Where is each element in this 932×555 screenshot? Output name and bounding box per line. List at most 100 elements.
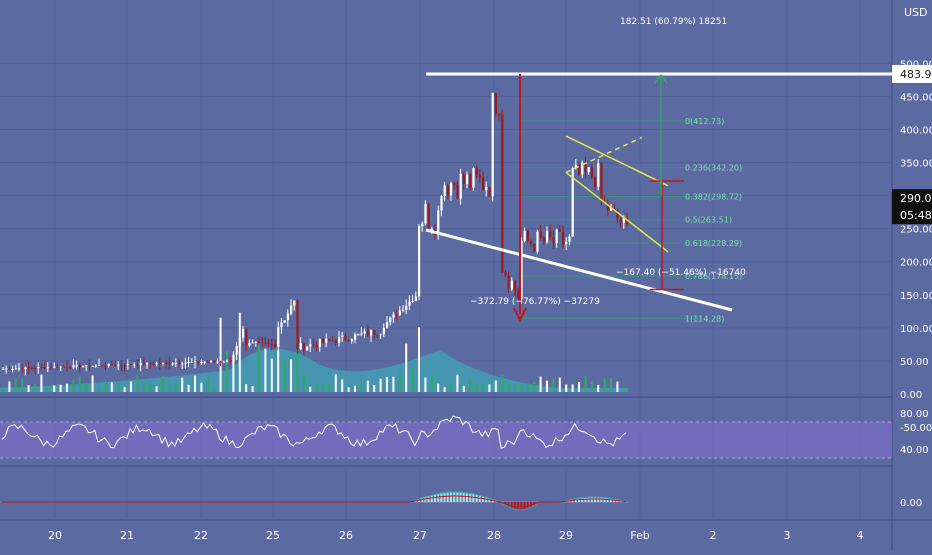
macd-histogram-bar: [504, 502, 507, 505]
candle-body: [107, 364, 110, 366]
candle-body: [117, 364, 120, 366]
candle-body: [466, 174, 469, 184]
macd-histogram-bar: [459, 492, 462, 502]
macd-histogram-bar: [440, 493, 443, 502]
candle-body: [341, 335, 344, 337]
fib-level-label: 0.382(298.72): [685, 192, 742, 201]
volume-bar: [21, 378, 24, 392]
volume-bar: [360, 383, 363, 392]
candle-body: [232, 354, 235, 362]
candle-body: [203, 361, 206, 363]
volume-bar: [347, 387, 350, 392]
macd-histogram-bar: [517, 502, 520, 510]
candle-body: [168, 362, 171, 364]
volume-bar: [539, 376, 542, 392]
candle-body: [82, 366, 85, 368]
volume-bar: [354, 385, 356, 392]
candle-body: [146, 363, 149, 365]
candle-body: [549, 231, 552, 238]
candle-body: [50, 367, 53, 369]
wedge-dashed-line[interactable]: [565, 136, 643, 174]
time-tick-label: 28: [487, 529, 501, 542]
candle-body: [24, 367, 27, 369]
candle-body: [539, 231, 542, 238]
candle-body: [469, 174, 472, 188]
candle-body: [133, 364, 136, 366]
candle-body: [405, 305, 408, 310]
candle-body: [478, 175, 481, 178]
candle-body: [427, 203, 430, 230]
candle-body: [34, 367, 37, 369]
rsi-tick-label: 40.00: [900, 445, 929, 456]
candle-body: [235, 346, 238, 355]
projection-arrowhead: [654, 73, 668, 84]
candle-body: [130, 363, 133, 365]
volume-bar: [450, 382, 452, 392]
candle-body: [184, 362, 187, 364]
macd-histogram-bar: [450, 492, 452, 502]
price-tick-label: 450.00: [900, 92, 932, 103]
price-tick-label: 200.00: [900, 258, 932, 269]
support-trendline[interactable]: [425, 228, 733, 312]
volume-bar: [59, 384, 62, 392]
volume-bar: [53, 385, 56, 392]
candle-body: [85, 365, 88, 367]
candle-body: [274, 344, 277, 347]
measurement-label-target: −167.40 (−51.46%) −16740: [616, 268, 746, 278]
volume-bar: [174, 383, 177, 392]
candle-body: [350, 339, 353, 342]
candle-body: [171, 363, 174, 365]
measurement-label-drop: −372.79 (−76.77%) −37279: [470, 297, 600, 307]
time-tick-label: 21: [120, 529, 134, 542]
candle-body: [510, 280, 513, 290]
volume-bar: [213, 386, 216, 392]
volume-bar: [501, 374, 504, 392]
macd-histogram-bar: [478, 495, 481, 502]
volume-bar: [219, 317, 222, 392]
volume-bar: [162, 376, 164, 392]
volume-bar: [200, 382, 203, 392]
candle-body: [526, 231, 529, 242]
volume-bar: [622, 387, 625, 392]
volume-bar: [34, 383, 36, 392]
candle-body: [456, 185, 459, 199]
price-tick-label: 0.00: [900, 390, 922, 401]
candle-body: [27, 367, 30, 369]
wedge-lower-line[interactable]: [565, 171, 669, 253]
candle-body: [200, 362, 203, 364]
wedge-upper-line[interactable]: [565, 135, 669, 187]
candle-body: [610, 207, 613, 211]
time-tick-label: 20: [48, 529, 62, 542]
candle-body: [622, 218, 625, 223]
candle-body: [520, 240, 523, 300]
candle-body: [162, 362, 165, 364]
candle-body: [334, 340, 337, 343]
volume-bar: [72, 379, 75, 392]
candle-body: [501, 114, 504, 273]
candle-body: [376, 334, 379, 336]
candle-body: [331, 340, 334, 342]
volume-bar: [424, 377, 427, 392]
candle-body: [514, 280, 517, 292]
volume-bar: [366, 380, 369, 392]
candle-body: [430, 228, 433, 230]
candle-body: [94, 365, 97, 367]
candle-body: [152, 363, 155, 365]
candle-body: [194, 361, 197, 363]
macd-histogram-bar: [466, 492, 468, 502]
volume-bar: [270, 358, 273, 392]
macd-signal-line: [2, 495, 627, 508]
candle-body: [62, 366, 65, 368]
volume-bar: [334, 374, 337, 392]
macd-tick-label: 0.00: [900, 498, 922, 509]
candle-body: [258, 341, 261, 343]
candle-body: [507, 275, 510, 290]
candle-body: [533, 243, 536, 252]
macd-histogram-bar: [424, 497, 427, 502]
volume-bar: [507, 383, 510, 392]
candle-body: [414, 296, 417, 301]
macd-histogram-bar: [446, 492, 449, 502]
candle-body: [213, 360, 216, 362]
